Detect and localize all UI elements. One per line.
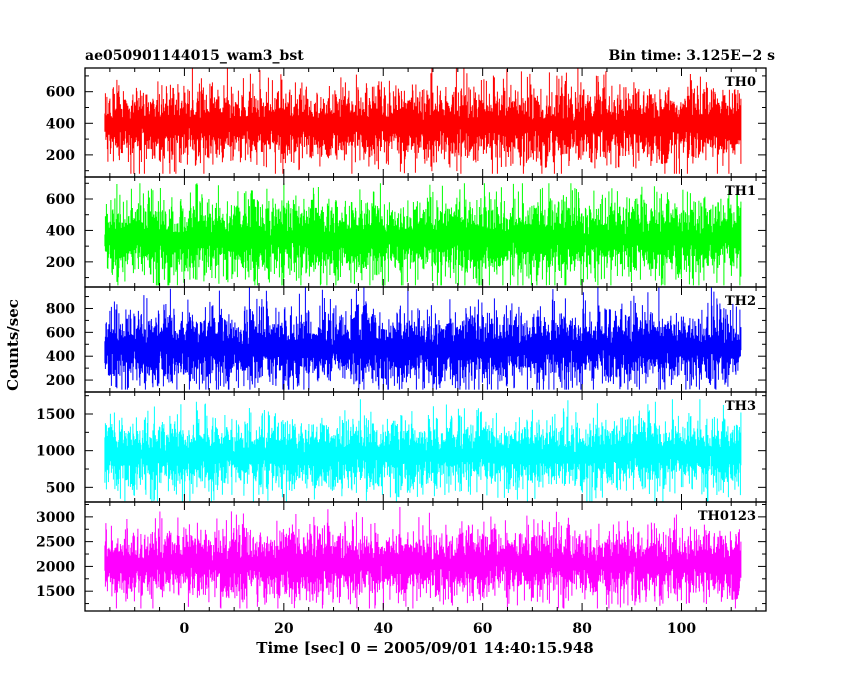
x-axis-label: Time [sec] 0 = 2005/09/01 14:40:15.948: [256, 639, 593, 657]
panel-label: TH0: [725, 75, 756, 90]
y-tick-label: 3000: [36, 510, 75, 526]
series-th0123: [104, 507, 742, 609]
panel-th0: 200 400 600 TH0: [46, 67, 767, 178]
series-th2: [104, 287, 742, 390]
x-tick-label: 80: [572, 621, 592, 637]
y-tick-label: 1500: [36, 407, 75, 423]
y-tick-label: 500: [46, 480, 75, 496]
y-tick-label: 1000: [36, 444, 75, 460]
y-tick-label: 200: [46, 148, 75, 164]
panel-label: TH0123: [698, 509, 756, 524]
series-th1: [104, 183, 742, 286]
y-tick-label: 2500: [36, 535, 75, 551]
panel-frame: [84, 501, 767, 612]
panel-th1: 200 400 600 TH1: [46, 176, 767, 288]
y-tick-label: 200: [46, 255, 75, 271]
series-th3: [104, 399, 742, 502]
panel-th0123: 1500 2000 2500 3000 TH0123: [36, 501, 767, 612]
y-tick-label: 200: [46, 373, 75, 389]
panel-label: TH3: [725, 399, 756, 414]
y-tick-label: 400: [46, 223, 75, 239]
panel-label: TH2: [725, 294, 756, 309]
y-tick-label: 400: [46, 116, 75, 132]
x-tick-label: 100: [667, 621, 696, 637]
panel-label: TH1: [725, 184, 756, 199]
chart-title-right: Bin time: 3.125E−2 s: [609, 48, 776, 64]
x-tick-label: 60: [473, 621, 493, 637]
series-th0: [104, 68, 742, 174]
y-axis-label: Counts/sec: [4, 299, 22, 391]
x-tick-label: 20: [274, 621, 294, 637]
y-tick-label: 400: [46, 349, 75, 365]
panel-th2: 200 400 600 800 TH2: [46, 286, 767, 393]
x-tick-label: 40: [374, 621, 394, 637]
y-tick-label: 1500: [36, 584, 75, 600]
y-tick-label: 600: [46, 325, 75, 341]
y-tick-label: 600: [46, 192, 75, 208]
chart-title-left: ae050901144015_wam3_bst: [85, 48, 304, 64]
x-tick-label: 0: [180, 621, 190, 637]
panel-th3: 500 1000 1500 TH3: [36, 391, 767, 503]
y-tick-label: 800: [46, 301, 75, 317]
y-tick-label: 2000: [36, 559, 75, 575]
y-tick-label: 600: [46, 85, 75, 101]
